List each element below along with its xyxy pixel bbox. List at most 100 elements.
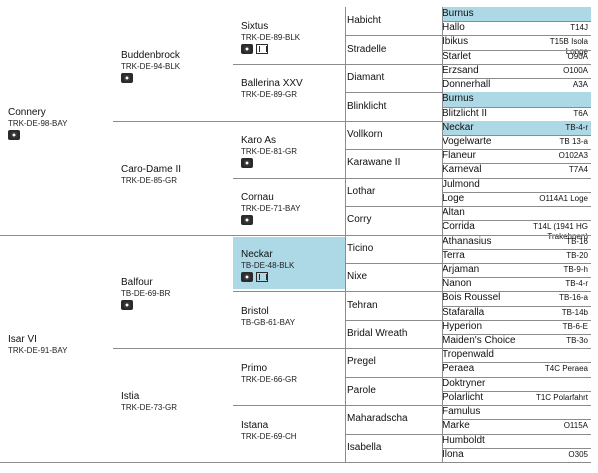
- row-divider: [345, 376, 442, 378]
- horse-name[interactable]: Nixe: [347, 271, 368, 283]
- horse-name[interactable]: Corry: [347, 214, 372, 226]
- horse-name[interactable]: Donnerhall: [442, 79, 491, 91]
- horse-name[interactable]: Altan: [442, 207, 465, 219]
- horse-name[interactable]: Primo: [241, 362, 268, 374]
- horse-name[interactable]: Karneval: [442, 164, 482, 176]
- horse-name[interactable]: Neckar: [241, 248, 273, 260]
- horse-name[interactable]: Sixtus: [241, 21, 269, 33]
- horse-name[interactable]: Isar VI: [8, 334, 37, 346]
- horse-name[interactable]: Blinklicht: [347, 100, 387, 112]
- horse-name[interactable]: Blitzlicht II: [442, 107, 488, 119]
- camera-icon[interactable]: [241, 158, 253, 169]
- row-divider: [345, 120, 442, 122]
- horse-name[interactable]: Lothar: [347, 185, 376, 197]
- horse-name[interactable]: Habicht: [347, 15, 381, 27]
- horse-icons: [121, 300, 133, 311]
- horse-name[interactable]: Hyperion: [442, 320, 483, 332]
- camera-icon[interactable]: [241, 215, 253, 226]
- horse-name[interactable]: Flaneur: [442, 150, 476, 162]
- horse-name[interactable]: Arjaman: [442, 263, 480, 275]
- horse-name[interactable]: Istia: [121, 391, 140, 403]
- horse-name[interactable]: Doktryner: [442, 377, 486, 389]
- horse-name[interactable]: Buddenbrock: [121, 49, 180, 61]
- row-divider: [442, 234, 591, 236]
- row-divider: [442, 419, 591, 421]
- horse-code: TB-20: [566, 250, 588, 260]
- horse-name[interactable]: Famulus: [442, 406, 481, 418]
- camera-icon[interactable]: [241, 271, 253, 282]
- horse-name[interactable]: Karawane II: [347, 157, 401, 169]
- horse-name[interactable]: Loge: [442, 192, 465, 204]
- film-icon[interactable]: [256, 271, 268, 282]
- horse-name[interactable]: Cornau: [241, 192, 274, 204]
- horse-name[interactable]: Karo As: [241, 135, 277, 147]
- column-divider: [345, 7, 346, 462]
- horse-name[interactable]: Burnus: [442, 93, 474, 105]
- horse-name[interactable]: Erzsand: [442, 64, 479, 76]
- row-divider: [442, 78, 591, 80]
- horse-name[interactable]: Polarlicht: [442, 391, 484, 403]
- horse-name[interactable]: Bristol: [241, 305, 269, 317]
- horse-name[interactable]: Humboldt: [442, 434, 485, 446]
- horse-name[interactable]: Tehran: [347, 299, 378, 311]
- row-divider: [442, 220, 591, 222]
- film-icon[interactable]: [256, 44, 268, 55]
- horse-name[interactable]: Corrida: [442, 221, 475, 233]
- horse-name[interactable]: Tropenwald: [442, 349, 494, 361]
- horse-name[interactable]: Maiden's Choice: [442, 335, 516, 347]
- horse-name[interactable]: Vogelwarte: [442, 135, 492, 147]
- horse-name[interactable]: Stradelle: [347, 43, 387, 55]
- horse-name[interactable]: Ballerina XXV: [241, 78, 303, 90]
- horse-code: TRK-DE-73-GR: [121, 403, 178, 413]
- horse-name[interactable]: Stafaralla: [442, 306, 485, 318]
- horse-code: TRK-DE-94-BLK: [121, 61, 181, 71]
- horse-code: TRK-DE-71-BAY: [241, 204, 301, 214]
- horse-name[interactable]: Athanasius: [442, 235, 492, 247]
- row-divider: [0, 234, 113, 236]
- horse-name[interactable]: Maharadscha: [347, 413, 408, 425]
- row-divider: [442, 106, 591, 108]
- highlight-cell: [442, 120, 591, 135]
- horse-name[interactable]: Istana: [241, 419, 269, 431]
- horse-name[interactable]: Terra: [442, 249, 465, 261]
- horse-name[interactable]: Caro-Dame II: [121, 163, 182, 175]
- horse-name[interactable]: Balfour: [121, 277, 153, 289]
- horse-name[interactable]: Hallo: [442, 22, 465, 34]
- horse-name[interactable]: Starlet: [442, 50, 471, 62]
- horse-name[interactable]: Ilona: [442, 448, 464, 460]
- row-divider: [345, 405, 442, 407]
- horse-code: TRK-DE-91-BAY: [8, 346, 68, 356]
- horse-code: T7A4: [568, 165, 588, 175]
- row-divider: [442, 177, 591, 179]
- camera-icon[interactable]: [121, 300, 133, 311]
- bottom-border: [0, 462, 591, 463]
- horse-name[interactable]: Bois Roussel: [442, 292, 501, 304]
- row-divider: [442, 35, 591, 37]
- camera-icon[interactable]: [121, 72, 133, 83]
- horse-code: O100A: [563, 65, 588, 75]
- horse-icons: [121, 72, 133, 84]
- horse-name[interactable]: Connery: [8, 106, 46, 118]
- horse-name[interactable]: Isabella: [347, 441, 382, 453]
- horse-name[interactable]: Pregel: [347, 356, 376, 368]
- horse-name[interactable]: Diamant: [347, 72, 385, 84]
- horse-name[interactable]: Vollkorn: [347, 128, 383, 140]
- horse-name[interactable]: Ticino: [347, 242, 374, 254]
- row-divider: [442, 163, 591, 165]
- horse-name[interactable]: Ibikus: [442, 36, 469, 48]
- horse-name[interactable]: Julmond: [442, 178, 480, 190]
- horse-icons: [241, 44, 268, 55]
- horse-name[interactable]: Marke: [442, 420, 470, 432]
- horse-name[interactable]: Peraea: [442, 363, 475, 375]
- camera-icon[interactable]: [8, 129, 20, 140]
- horse-name[interactable]: Parole: [347, 384, 376, 396]
- horse-name[interactable]: Neckar: [442, 121, 474, 133]
- horse-name[interactable]: Bridal Wreath: [347, 328, 408, 340]
- horse-name[interactable]: Burnus: [442, 8, 474, 19]
- horse-name[interactable]: Nanon: [442, 278, 472, 290]
- horse-code: TB-4-r: [565, 279, 588, 289]
- row-divider: [345, 63, 442, 65]
- horse-code: O305: [568, 449, 588, 459]
- camera-icon[interactable]: [241, 44, 253, 55]
- row-divider: [442, 248, 591, 250]
